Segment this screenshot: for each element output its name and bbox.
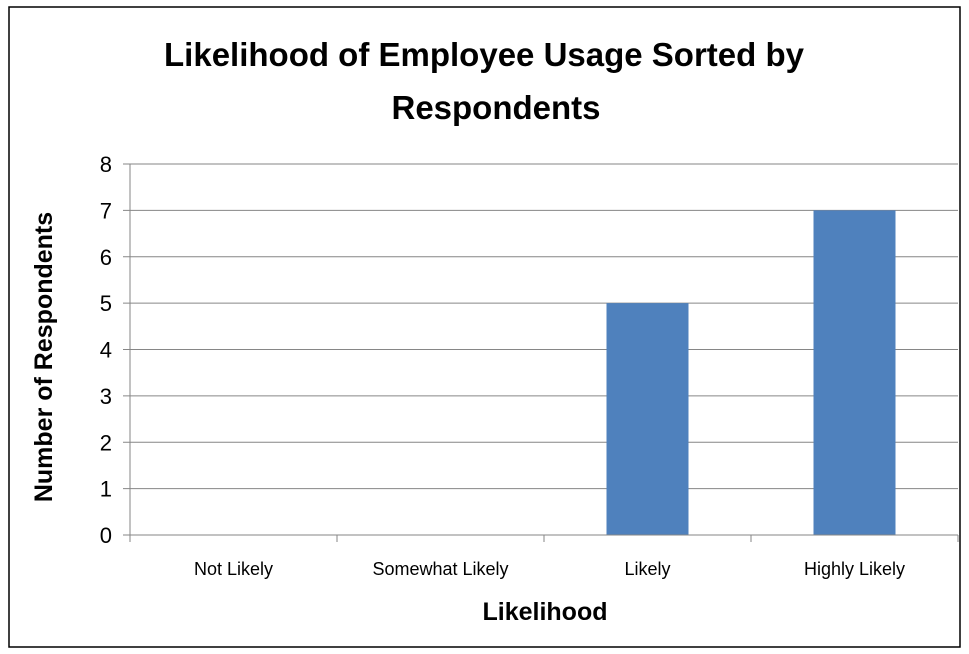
y-tick-label: 6 — [100, 245, 112, 270]
y-tick-label: 7 — [100, 198, 112, 223]
axes — [129, 164, 959, 542]
y-tick-label: 5 — [100, 291, 112, 316]
y-tick-label: 2 — [100, 430, 112, 455]
x-tick-labels: Not Likely Somewhat Likely Likely Highly Li… — [194, 559, 905, 579]
y-tick-label: 0 — [100, 523, 112, 548]
y-axis-title: Number of Respondents — [30, 212, 58, 502]
y-tick-label: 3 — [100, 384, 112, 409]
x-tick-label: Not Likely — [194, 559, 273, 579]
y-tick-label: 4 — [100, 338, 112, 363]
x-tick-label: Somewhat Likely — [372, 559, 508, 579]
y-tick-label: 8 — [100, 152, 112, 177]
chart-title-line-1: Likelihood of Employee Usage Sorted by — [164, 36, 805, 73]
x-tick-label: Likely — [624, 559, 670, 579]
chart-border — [8, 6, 961, 648]
x-axis-title: Likelihood — [483, 598, 608, 626]
x-tick-label: Highly Likely — [804, 559, 905, 579]
y-tick-label: 1 — [100, 477, 112, 502]
chart-title-line-2: Respondents — [391, 89, 600, 126]
bars — [606, 210, 896, 535]
bar — [606, 303, 689, 535]
y-tick-labels: 0 1 2 3 4 5 6 7 8 — [100, 152, 112, 548]
bar — [813, 210, 896, 535]
